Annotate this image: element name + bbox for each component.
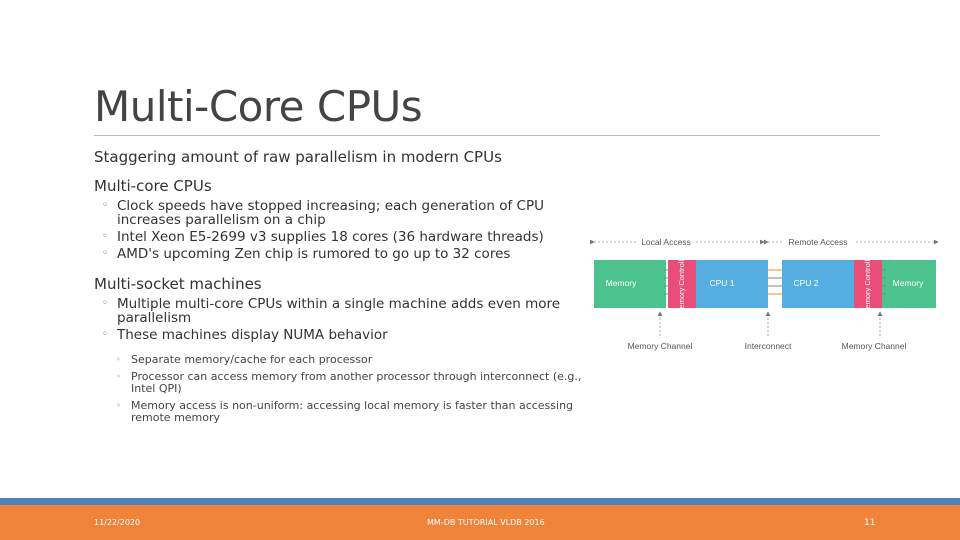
local-access-label: Local Access	[641, 237, 691, 247]
bullet-icon: ◦	[102, 329, 108, 340]
memory-controller-left-block	[668, 260, 696, 308]
memory-channel-right-label: Memory Channel	[842, 341, 907, 351]
interconnect-lines	[768, 269, 782, 295]
cpu2-block	[782, 260, 854, 308]
section-heading-multicore: Multi-core CPUs	[94, 177, 212, 195]
slide-body: Staggering amount of raw parallelism in …	[94, 148, 584, 425]
bullet-icon: ◦	[102, 298, 108, 309]
sub-bullet-item: ◦ Separate memory/cache for each processo…	[94, 353, 584, 367]
memory-right-block-extension	[902, 260, 936, 308]
bullet-text: Intel Xeon E5-2699 v3 supplies 18 cores …	[117, 229, 544, 245]
bullet-item: ◦ AMD's upcoming Zen chip is rumored to g…	[94, 247, 584, 261]
bullet-item: ◦ These machines display NUMA behavior	[94, 328, 584, 342]
memory-channel-left-lines	[664, 269, 670, 295]
footer-bar	[0, 505, 960, 540]
cpu1-label: CPU 1	[709, 278, 734, 288]
cpu2-label: CPU 2	[793, 278, 818, 288]
bullet-icon: ◦	[116, 400, 121, 410]
numa-diagram: Local Access Remote Access Memory Memory…	[590, 237, 939, 351]
bullet-icon: ◦	[116, 371, 121, 381]
bullet-text: Multiple multi-core CPUs within a single…	[117, 296, 561, 326]
sub-bullet-item: ◦ Memory access is non-uniform: accessing…	[94, 398, 584, 425]
bullet-icon: ◦	[102, 231, 108, 242]
bullet-item: ◦ Clock speeds have stopped increasing; e…	[94, 199, 584, 227]
remote-access-label: Remote Access	[788, 237, 847, 247]
bullet-item: ◦ Multiple multi-core CPUs within a singl…	[94, 297, 584, 325]
sub-bullet-text: Processor can access memory from another…	[131, 369, 582, 395]
footer-date: 11/22/2020	[94, 518, 141, 527]
footer-center-text: MM-DB TUTORIAL VLDB 2016	[427, 518, 545, 527]
bullet-icon: ◦	[102, 200, 108, 211]
cpu1-block	[696, 260, 768, 308]
memory-left-block	[594, 260, 666, 308]
memory-controller-left-label: Memory Controller	[677, 253, 686, 315]
section-heading-multisocket: Multi-socket machines	[94, 275, 262, 293]
memory-channel-left-label: Memory Channel	[628, 341, 693, 351]
footer-accent-bar	[0, 498, 960, 505]
bullet-icon: ◦	[102, 248, 108, 259]
sub-bullet-text: Memory access is non-uniform: accessing …	[131, 398, 574, 424]
slide-title: Multi-Core CPUs	[94, 82, 423, 131]
sub-bullet-text: Separate memory/cache for each processor	[131, 353, 373, 366]
memory-controller-right-label: Memory Controller	[863, 253, 872, 315]
memory-controller-right-block	[854, 260, 882, 308]
title-divider	[94, 135, 880, 136]
intro-text: Staggering amount of raw parallelism in …	[94, 148, 502, 166]
bullet-text: AMD's upcoming Zen chip is rumored to go…	[117, 246, 511, 262]
bullet-text: These machines display NUMA behavior	[117, 327, 388, 343]
bullet-text: Clock speeds have stopped increasing; ea…	[117, 198, 545, 228]
memory-left-label: Memory	[606, 278, 637, 288]
sub-bullet-item: ◦ Processor can access memory from anothe…	[94, 369, 584, 396]
bullet-item: ◦ Intel Xeon E5-2699 v3 supplies 18 cores…	[94, 230, 584, 244]
page-number: 11	[864, 518, 876, 528]
memory-channel-right-lines	[880, 269, 886, 295]
bullet-icon: ◦	[116, 355, 121, 364]
interconnect-label: Interconnect	[745, 341, 792, 351]
memory-right-label: Memory	[893, 278, 924, 288]
